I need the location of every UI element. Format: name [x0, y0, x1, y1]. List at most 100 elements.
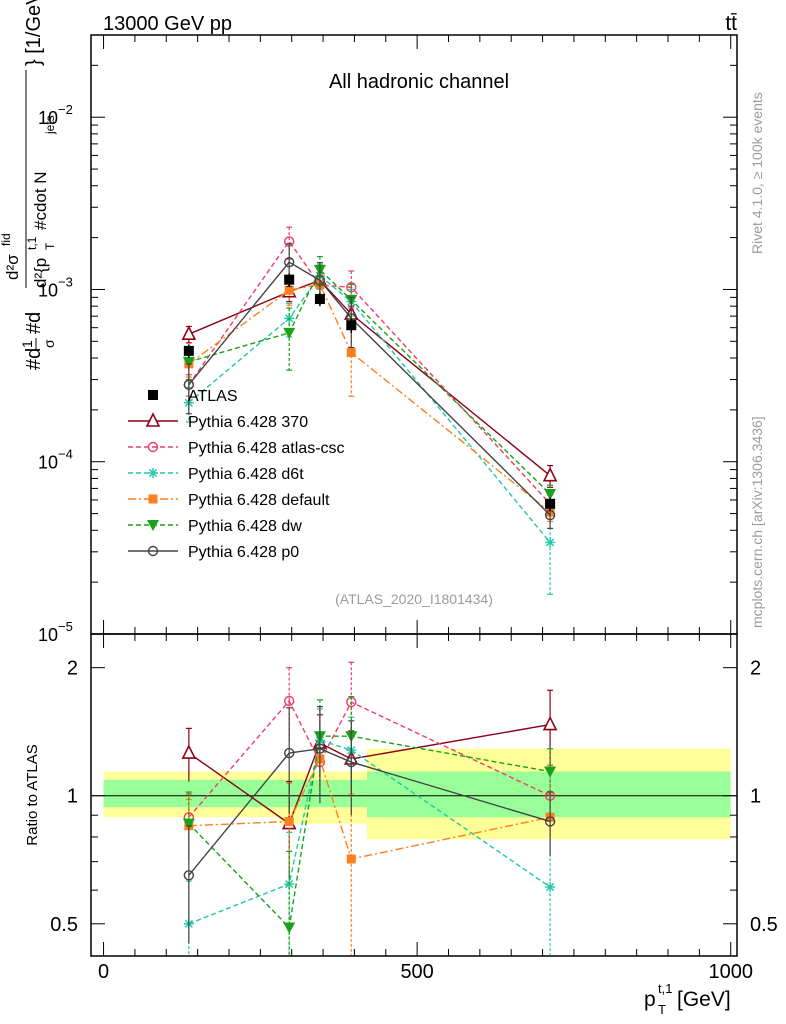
legend-label: Pythia 6.428 p0 [188, 544, 299, 561]
ylabel-den-rest: #cdot N [31, 171, 50, 230]
legend-marker [147, 441, 159, 453]
legend-marker [145, 412, 161, 427]
legend: ATLAS Pythia 6.428 370 Pythia 6.428 atlas-… [128, 388, 345, 561]
ratio-panel-frame [90, 633, 738, 957]
ylabel-dsig-num-sup: fid [0, 233, 13, 246]
main-y-tick-exp: −3 [58, 274, 73, 289]
ylabel-den-sub2: jets [43, 115, 57, 135]
ratio-band-yellow-step [279, 817, 367, 824]
main-point [283, 256, 295, 268]
main-point [183, 379, 195, 390]
svg-text:[GeV]: [GeV] [677, 988, 731, 1011]
rivet-version-label: Rivet 4.1.0, ≥ 100k events [749, 92, 765, 254]
reference-data [183, 273, 556, 511]
ratio-point [182, 818, 195, 830]
ylabel-pre: #d [23, 348, 45, 370]
ratio-point [283, 922, 296, 934]
main-y-axis-label: #d 1 σ #d d²σ fid d²{p T t,1 #cdot N jet… [0, 0, 57, 370]
main-y-tick-exp: −2 [58, 102, 73, 117]
legend-label: ATLAS [188, 388, 238, 405]
legend-label: Pythia 6.428 d6t [188, 466, 304, 483]
ratio-point [544, 816, 556, 827]
ratio-band-green [103, 779, 367, 808]
energy-label: 13000 GeV pp [103, 13, 232, 35]
ratio-y-tick-label-right: 0.5 [750, 914, 778, 936]
main-axis-ticks: 10−510−410−310−2 [38, 34, 737, 645]
ratio-point [545, 882, 556, 893]
ylabel-frac-bot: σ [41, 339, 57, 348]
legend-marker [148, 468, 158, 478]
main-point [346, 348, 356, 358]
reference-point [284, 274, 295, 285]
main-series-line [188, 274, 551, 543]
ratio-point [181, 744, 197, 759]
main-y-tick-label: 10 [38, 453, 58, 473]
ratio-point [283, 747, 295, 759]
main-y-tick-label: 10 [38, 625, 58, 645]
ratio-series-line [188, 757, 551, 860]
legend-entry-reference: ATLAS [148, 388, 238, 405]
ratio-point [283, 695, 295, 707]
ratio-y-tick-label-left: 2 [67, 658, 78, 680]
main-point [182, 356, 195, 368]
main-series-layer [181, 226, 558, 595]
legend-label: Pythia 6.428 370 [188, 414, 308, 431]
ratio-point [346, 854, 356, 864]
x-axis-label: p t,1 T [GeV] [644, 981, 731, 1017]
reference-point [545, 498, 556, 509]
ratio-y-axis-label: Ratio to ATLAS [24, 744, 41, 845]
legend-marker [148, 390, 158, 400]
analysis-id: (ATLAS_2020_I1801434) [335, 591, 493, 607]
ratio-series-line [188, 739, 551, 925]
ylabel-dsig-num: d²σ [3, 254, 22, 280]
ratio-point [183, 870, 195, 881]
ylabel-frac-top: 1 [19, 340, 35, 348]
main-y-tick-exp: −4 [58, 447, 73, 462]
legend-label: Pythia 6.428 atlas-csc [188, 440, 345, 457]
legend-entry: Pythia 6.428 370 [128, 412, 308, 431]
ratio-point [542, 715, 558, 731]
x-tick-label: 1000 [708, 961, 753, 983]
ratio-y-tick-label-left: 1 [67, 786, 78, 808]
main-point [284, 285, 294, 295]
legend-label: Pythia 6.428 dw [188, 518, 302, 535]
main-point [544, 488, 557, 500]
reference-point [314, 294, 325, 305]
ratio-point [544, 766, 557, 778]
legend-entry: Pythia 6.428 default [128, 492, 330, 509]
x-tick-label: 500 [400, 961, 433, 983]
ratio-series-line [188, 699, 551, 818]
ratio-y-tick-label-left: 0.5 [50, 914, 78, 936]
reference-point [183, 345, 194, 356]
ratio-point [346, 756, 357, 768]
ylabel-den-sub: T [43, 242, 57, 250]
mcplots-source-label: mcplots.cern.ch [arXiv:1306.3436] [749, 416, 765, 628]
main-point [314, 275, 326, 286]
ylabel-unit: } [1/GeV] [23, 0, 45, 66]
main-y-tick-exp: −5 [58, 619, 73, 634]
ratio-series-5 [183, 706, 556, 944]
ratio-y-tick-label-right: 1 [750, 786, 761, 808]
main-point [181, 325, 197, 340]
legend-entry: Pythia 6.428 d6t [128, 466, 304, 483]
x-tick-label: 0 [98, 961, 109, 983]
channel-label: All hadronic channel [329, 71, 509, 93]
ylabel-mid: #d [23, 312, 45, 334]
legend-marker [147, 545, 159, 557]
ratio-axis-ticks: 0.5 0.5 1 1 2 2 0 500 1000 [50, 634, 778, 983]
svg-text:#d: #d [23, 348, 45, 370]
ratio-point [284, 816, 294, 826]
main-point [283, 327, 296, 339]
ratio-bands-layer [91, 748, 737, 840]
process-label: tt̄ [725, 12, 737, 35]
legend-entry: Pythia 6.428 dw [128, 518, 302, 535]
ylabel-den-sup: t,1 [25, 236, 39, 250]
svg-text:t,1: t,1 [658, 981, 672, 996]
ratio-series-layer [181, 661, 558, 955]
reference-point [346, 320, 357, 331]
svg-text:p: p [644, 988, 656, 1011]
ratio-point [314, 743, 326, 754]
main-y-tick-label: 10 [38, 280, 58, 300]
